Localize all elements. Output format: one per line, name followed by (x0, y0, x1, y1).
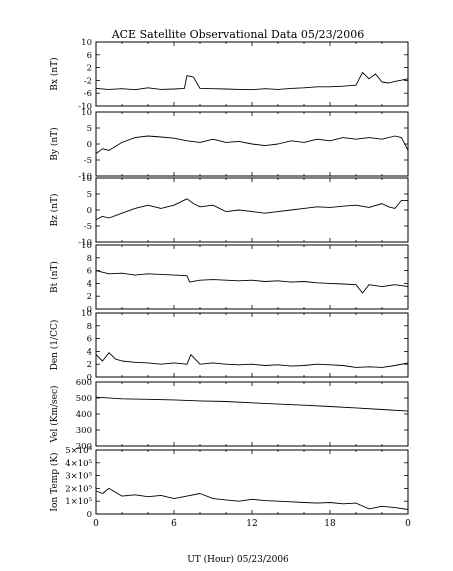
series-line (95, 135, 409, 154)
y-tick-label: 3×10⁵ (65, 472, 92, 482)
panel-frame (95, 381, 409, 447)
chart-panels: 10 6 2 -2 -6 -10 Bx (nT) 10 5 0 -5 -10 By (nT) 10 5 0 -5… (49, 38, 409, 520)
y-tick-label: -10 (78, 172, 92, 182)
y-tick-label: 600 (76, 378, 92, 388)
y-tick-label: -5 (84, 222, 92, 232)
y-tick-label: 5×10⁵ (65, 446, 92, 456)
series-line (95, 71, 409, 91)
x-tick-label: 0 (93, 519, 99, 529)
x-tick-label: 18 (324, 519, 336, 529)
x-tick-label: 6 (171, 519, 177, 529)
series-line (95, 396, 409, 412)
y-tick-label: 2×10⁵ (65, 484, 92, 494)
panel-2: 10 5 0 -5 -10 Bz (nT) (49, 174, 409, 248)
x-axis-tick-labels: 0 6 12 18 0 (93, 519, 411, 529)
y-tick-label: 4 (87, 347, 92, 357)
y-tick-label: -5 (84, 156, 92, 166)
panel-frame (95, 244, 409, 310)
y-tick-label: 2 (87, 64, 92, 74)
x-tick-label: 0 (405, 519, 411, 529)
y-tick-label: 10 (81, 38, 92, 48)
y-tick-label: 0 (87, 373, 92, 383)
panel-1: 10 5 0 -5 -10 By (nT) (49, 108, 409, 182)
y-tick-label: 10 (81, 108, 92, 118)
y-tick-label: 0 (87, 510, 92, 520)
chart-title: ACE Satellite Observational Data 05/23/2… (111, 28, 365, 41)
y-axis-label: Ion Temp (K) (49, 452, 60, 511)
x-axis-label: UT (Hour) 05/23/2006 (187, 554, 289, 565)
y-tick-label: -10 (78, 102, 92, 112)
y-tick-label: 6 (87, 51, 92, 61)
panel-0: 10 6 2 -2 -6 -10 Bx (nT) (49, 38, 409, 112)
y-axis-label: Bt (nT) (49, 261, 60, 293)
y-tick-label: 400 (76, 410, 92, 420)
y-tick-label: 500 (76, 394, 92, 404)
y-axis-label: By (nT) (49, 127, 60, 160)
y-tick-label: 0 (87, 140, 92, 150)
y-tick-label: 0 (87, 305, 92, 315)
y-tick-label: 5 (87, 124, 92, 134)
panel-4: 10 8 6 4 2 0 Den (1/CC) (49, 309, 409, 383)
panel-3: 10 8 6 4 2 0 Bt (nT) (49, 241, 409, 315)
series-line (95, 352, 409, 368)
x-tick-label: 12 (246, 519, 257, 529)
y-tick-label: 2 (87, 292, 92, 302)
panel-frame (95, 177, 409, 243)
y-tick-label: 10 (81, 174, 92, 184)
y-tick-label: 4 (87, 279, 92, 289)
y-tick-label: 6 (87, 335, 92, 345)
y-axis-label: Bx (nT) (49, 57, 60, 90)
panel-5: 600 500 400 300 200 Vel (Km/sec) (49, 378, 409, 452)
series-line (95, 487, 409, 510)
y-axis-label: Den (1/CC) (49, 320, 60, 371)
y-tick-label: 200 (76, 442, 92, 452)
series-line (95, 270, 409, 294)
y-tick-label: 10 (81, 309, 92, 319)
y-tick-label: -6 (84, 89, 92, 99)
y-axis-label: Vel (Km/sec) (49, 385, 60, 443)
y-tick-label: -2 (84, 76, 92, 86)
y-tick-label: 2 (87, 360, 92, 370)
series-line (95, 198, 408, 221)
y-tick-label: -10 (78, 238, 92, 248)
panel-frame (95, 449, 409, 515)
y-tick-label: 5 (87, 190, 92, 200)
y-tick-label: 0 (87, 206, 92, 216)
y-axis-label: Bz (nT) (49, 193, 60, 226)
y-tick-label: 6 (87, 267, 92, 277)
y-tick-label: 8 (87, 322, 92, 332)
y-tick-label: 4×10⁵ (65, 459, 92, 469)
panel-6: 5×10⁵ 4×10⁵ 3×10⁵ 2×10⁵ 1×10⁵ 0 Ion Temp (K) (49, 446, 409, 520)
y-tick-label: 1×10⁵ (65, 497, 92, 507)
y-tick-label: 10 (81, 241, 92, 251)
y-tick-label: 300 (76, 426, 92, 436)
y-tick-label: 8 (87, 254, 92, 264)
